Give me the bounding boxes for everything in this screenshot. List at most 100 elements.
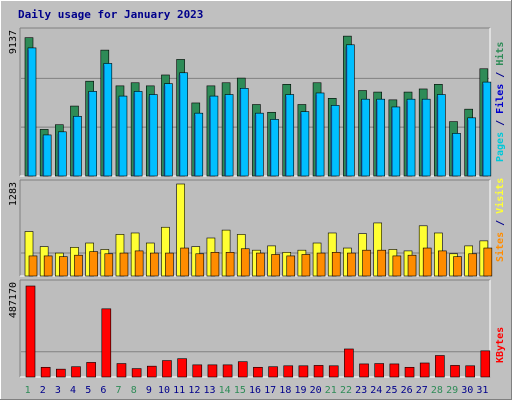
bar-sites-day-27 xyxy=(422,247,432,277)
bar-kbytes-day-31 xyxy=(480,350,491,378)
bar-sites-day-20 xyxy=(316,252,326,277)
bar-pages-day-16 xyxy=(254,115,257,176)
bar-files-day-26 xyxy=(406,98,416,177)
bar-files-day-10 xyxy=(164,83,173,177)
bar-sites-day-14 xyxy=(225,252,235,277)
bar-pages-day-18 xyxy=(284,96,287,176)
bar-files-day-1 xyxy=(27,47,37,177)
bar-sites-day-11 xyxy=(180,247,189,277)
x-tick-label-28: 28 xyxy=(431,385,443,396)
bar-pages-day-28 xyxy=(436,96,439,176)
bar-files-day-30 xyxy=(467,117,476,177)
bar-kbytes-day-25 xyxy=(389,363,400,378)
x-tick-label-31: 31 xyxy=(476,385,488,396)
bar-sites-day-9 xyxy=(149,252,159,277)
bar-files-day-11 xyxy=(179,72,188,177)
bar-kbytes-day-26 xyxy=(404,366,415,378)
bar-sites-day-26 xyxy=(407,254,417,277)
x-tick-label-19: 19 xyxy=(294,385,306,396)
x-tick-label-23: 23 xyxy=(355,385,367,396)
bar-pages-day-26 xyxy=(406,101,409,176)
bar-kbytes-day-2 xyxy=(40,366,51,378)
bar-sites-day-28 xyxy=(438,250,447,277)
bar-kbytes-day-29 xyxy=(450,365,460,378)
bar-kbytes-day-17 xyxy=(268,366,278,378)
bar-sites-day-31 xyxy=(483,247,493,277)
bar-kbytes-day-4 xyxy=(71,366,81,378)
x-tick-label-24: 24 xyxy=(370,385,382,396)
bar-sites-day-24 xyxy=(377,249,387,277)
x-tick-label-13: 13 xyxy=(203,385,215,396)
bar-pages-day-6 xyxy=(102,65,105,176)
bar-sites-day-5 xyxy=(89,251,98,277)
bar-pages-day-27 xyxy=(421,101,424,176)
bar-pages-day-24 xyxy=(375,101,378,176)
bar-pages-day-11 xyxy=(178,74,181,176)
x-tick-label-1: 1 xyxy=(25,385,31,396)
x-tick-label-18: 18 xyxy=(279,385,291,396)
bar-files-day-16 xyxy=(255,112,264,177)
bar-pages-day-21 xyxy=(330,107,333,176)
bar-kbytes-day-13 xyxy=(207,364,218,378)
bar-kbytes-day-21 xyxy=(328,365,339,378)
bar-files-day-18 xyxy=(285,94,295,177)
x-tick-label-2: 2 xyxy=(40,385,46,396)
legend-segment-visits_sites-2: / xyxy=(495,214,506,232)
bar-sites-day-18 xyxy=(286,255,296,277)
bar-files-day-12 xyxy=(194,112,204,177)
x-tick-label-11: 11 xyxy=(173,385,185,396)
bar-sites-day-13 xyxy=(210,252,220,277)
x-tick-label-3: 3 xyxy=(55,385,61,396)
bar-files-day-24 xyxy=(376,98,386,177)
legend-segment-hits_files_pages-5: Hits xyxy=(494,42,506,66)
legend-segment-kbytes-1: KBytes xyxy=(495,327,506,363)
bar-pages-day-20 xyxy=(315,94,318,176)
ymax-label-hits_files_pages: 9137 xyxy=(8,30,19,54)
legend-kbytes: KBytes xyxy=(495,327,506,363)
bar-pages-day-23 xyxy=(360,101,363,176)
x-tick-label-10: 10 xyxy=(158,385,170,396)
legend-segment-hits_files_pages-4: / xyxy=(495,66,506,84)
bar-sites-day-12 xyxy=(195,253,205,277)
bar-files-day-28 xyxy=(437,94,446,177)
bar-sites-day-6 xyxy=(104,253,114,277)
bar-sites-day-29 xyxy=(453,256,462,277)
legend-segment-hits_files_pages-3: Files xyxy=(494,84,506,114)
bar-sites-day-30 xyxy=(468,253,477,277)
bar-pages-day-8 xyxy=(133,93,136,176)
bar-files-day-2 xyxy=(42,134,52,177)
x-tick-label-4: 4 xyxy=(70,385,76,396)
bar-sites-day-17 xyxy=(271,254,280,277)
x-tick-label-6: 6 xyxy=(100,385,106,396)
bar-sites-day-8 xyxy=(134,250,144,277)
bar-files-day-7 xyxy=(118,95,128,177)
bar-kbytes-day-19 xyxy=(298,365,309,378)
x-tick-label-7: 7 xyxy=(116,385,122,396)
bar-kbytes-day-14 xyxy=(222,364,233,378)
bar-kbytes-day-1 xyxy=(25,285,36,378)
bar-kbytes-day-11 xyxy=(177,358,187,378)
bar-sites-day-1 xyxy=(28,255,38,277)
bar-files-day-9 xyxy=(148,94,158,177)
bar-kbytes-day-3 xyxy=(56,368,66,378)
x-tick-label-16: 16 xyxy=(249,385,261,396)
ymax-label-kbytes: 487170 xyxy=(8,282,19,318)
bar-pages-day-14 xyxy=(224,96,227,176)
bar-pages-day-10 xyxy=(163,85,166,176)
bar-kbytes-day-12 xyxy=(192,364,203,378)
plot-area-3 xyxy=(20,280,490,377)
bar-files-day-5 xyxy=(88,91,97,177)
bar-sites-day-15 xyxy=(240,248,250,277)
bar-files-day-21 xyxy=(330,105,340,177)
bar-kbytes-day-15 xyxy=(237,361,248,378)
bar-sites-day-10 xyxy=(165,252,174,277)
bar-kbytes-day-27 xyxy=(419,362,430,378)
bar-files-day-23 xyxy=(361,98,370,177)
x-tick-label-25: 25 xyxy=(385,385,397,396)
bar-files-day-17 xyxy=(270,119,279,177)
chart-title: Daily usage for January 2023 xyxy=(18,8,204,21)
bar-pages-day-1 xyxy=(27,49,29,176)
x-tick-label-30: 30 xyxy=(461,385,473,396)
bar-pages-day-25 xyxy=(390,108,393,176)
